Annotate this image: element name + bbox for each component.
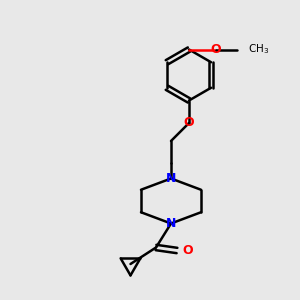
Text: O: O — [211, 43, 221, 56]
Text: O: O — [182, 244, 193, 257]
Text: CH$_3$: CH$_3$ — [248, 43, 270, 56]
Text: N: N — [166, 172, 176, 185]
Text: O: O — [184, 116, 194, 130]
Text: N: N — [166, 217, 176, 230]
